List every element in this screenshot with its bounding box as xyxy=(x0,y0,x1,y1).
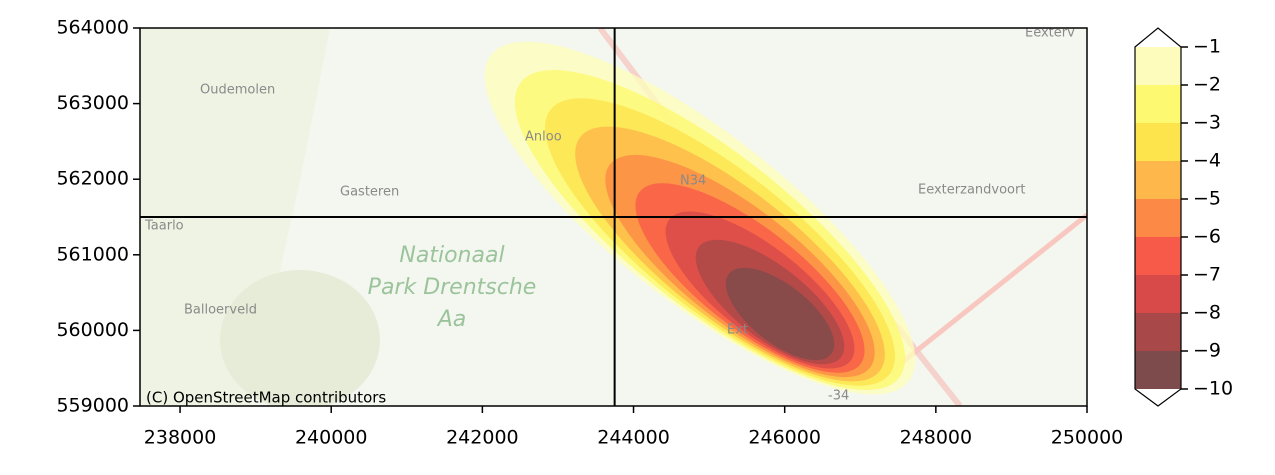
x-tick-label: 244000 xyxy=(597,427,670,449)
y-tick-label: 562000 xyxy=(56,168,129,190)
x-tick-label: 242000 xyxy=(446,427,519,449)
colorbar-band xyxy=(1135,85,1181,123)
colorbar-band xyxy=(1135,237,1181,275)
park-label: Nationaal xyxy=(399,243,504,268)
colorbar-tick-label: −8 xyxy=(1193,302,1221,324)
y-tick-label: 560000 xyxy=(56,319,129,341)
road-label: -34 xyxy=(828,389,849,404)
colorbar-tick-label: −9 xyxy=(1193,340,1221,362)
place-label: Oudemolen xyxy=(200,83,275,98)
y-tick-label: 559000 xyxy=(56,395,129,417)
colorbar-tick-label: −5 xyxy=(1193,188,1221,210)
road-label: N34 xyxy=(680,174,706,189)
park-label: Aa xyxy=(436,307,467,332)
colorbar-tick-label: −10 xyxy=(1193,378,1233,400)
contour-band xyxy=(725,267,835,361)
colorbar-band xyxy=(1135,199,1181,237)
place-label: Anloo xyxy=(525,130,562,145)
x-tick-label: 250000 xyxy=(1051,427,1124,449)
x-tick-label: 248000 xyxy=(900,427,973,449)
colorbar-tick-label: −4 xyxy=(1193,150,1221,172)
place-label: Eexterzandvoort xyxy=(918,183,1025,198)
colorbar-band xyxy=(1135,275,1181,313)
colorbar-band xyxy=(1135,351,1181,389)
park-label: Park Drentsche xyxy=(368,275,537,300)
colorbar-band xyxy=(1135,313,1181,351)
basemap: Oudemolen Anloo Gasteren Taarlo Balloerv… xyxy=(140,26,1087,407)
colorbar-tick-label: −7 xyxy=(1193,264,1221,286)
place-label: Balloerveld xyxy=(184,303,257,318)
place-label: Taarlo xyxy=(144,219,184,234)
attribution: (C) OpenStreetMap contributors xyxy=(146,389,386,407)
place-label: Ext xyxy=(727,323,748,338)
colorbar-band xyxy=(1135,161,1181,199)
x-tick-label: 238000 xyxy=(144,427,217,449)
colorbar-tick-label: −2 xyxy=(1193,74,1221,96)
y-tick-label: 564000 xyxy=(56,17,129,39)
place-label: Gasteren xyxy=(340,185,399,200)
colorbar-tick-label: −6 xyxy=(1193,226,1221,248)
place-label: Eexterv xyxy=(1025,26,1075,41)
colorbar-band xyxy=(1135,47,1181,85)
colorbar-tick-label: −3 xyxy=(1193,112,1221,134)
y-tick-label: 563000 xyxy=(56,92,129,114)
x-tick-label: 246000 xyxy=(748,427,821,449)
colorbar-band xyxy=(1135,123,1181,161)
y-tick-label: 561000 xyxy=(56,243,129,265)
colorbar-tick-label: −1 xyxy=(1193,36,1221,58)
x-tick-label: 240000 xyxy=(295,427,368,449)
